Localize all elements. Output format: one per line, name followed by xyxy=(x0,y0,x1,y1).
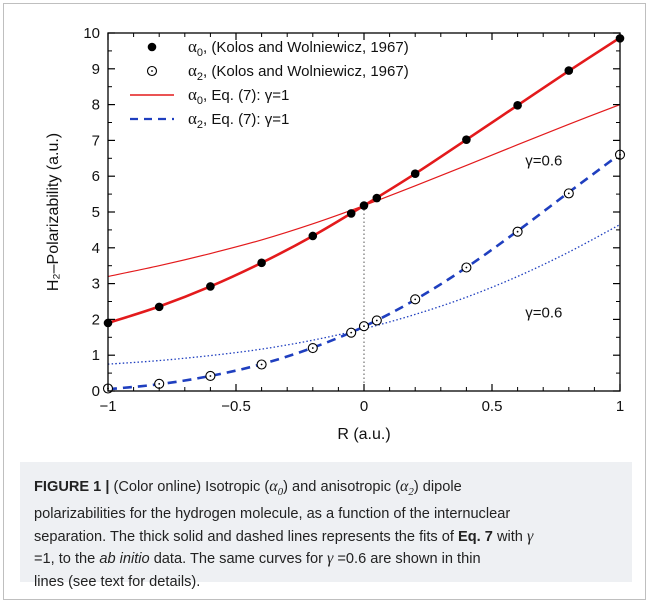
x-tick-label: 1 xyxy=(616,398,624,415)
alpha2-data-point xyxy=(512,226,523,237)
gamma-annotation: γ=0.6 xyxy=(525,152,562,169)
x-tick-label: 0 xyxy=(360,398,368,415)
caption-subscript: 0 xyxy=(277,485,284,498)
alpha0-data-point xyxy=(372,193,382,203)
caption-italic-text: ab initio xyxy=(99,551,150,568)
legend-label: α0, Eq. (7): γ=1 xyxy=(188,85,289,107)
x-tick-label: −0.5 xyxy=(221,398,251,415)
y-tick-label: 10 xyxy=(83,25,100,42)
alpha2-data-point xyxy=(205,370,216,382)
x-tick-label: −1 xyxy=(99,398,116,415)
caption-text-segment: data. The same curves for xyxy=(149,551,328,568)
figure-frame xyxy=(3,3,646,600)
alpha2-data-point xyxy=(256,359,267,370)
alpha0-data-point xyxy=(564,66,574,75)
caption-alpha-symbol: α xyxy=(269,478,278,495)
alpha2-data-point xyxy=(307,342,318,354)
alpha2-data-point xyxy=(410,294,421,305)
caption-text-segment: (Color online) Isotropic ( xyxy=(109,479,270,495)
caption-text-segment: separation. The thick solid and dashed l… xyxy=(34,528,459,545)
y-tick-label: 2 xyxy=(92,311,100,328)
caption-text: FIGURE 1 | (Color online) Isotropic (α0)… xyxy=(34,476,618,593)
alpha2-data-point xyxy=(371,315,382,326)
legend-marker-filled xyxy=(147,42,157,52)
alpha0-data-point xyxy=(513,101,522,110)
legend-label: α0, (Kolos and Wolniewicz, 1967) xyxy=(188,37,409,59)
y-tick-label: 6 xyxy=(92,168,100,185)
caption-text-segment: =1, to the xyxy=(34,551,100,568)
legend-entry: α0, Eq. (7): γ=1 xyxy=(130,85,289,107)
alpha0-data-point xyxy=(359,201,369,210)
x-tick-label: 0.5 xyxy=(482,398,503,415)
figure-caption: FIGURE 1 | (Color online) Isotropic (α0)… xyxy=(20,462,632,590)
alpha0-data-point xyxy=(462,135,471,144)
y-tick-label: 0 xyxy=(92,383,100,400)
caption-alpha-symbol: α xyxy=(399,478,409,495)
caption-figure-label: FIGURE 1 | xyxy=(34,479,110,495)
legend-entry: α2, Eq. (7): γ=1 xyxy=(130,109,289,131)
y-tick-label: 3 xyxy=(92,276,100,293)
alpha0-data-point xyxy=(308,231,318,241)
y-tick-label: 7 xyxy=(92,132,100,149)
alpha0-data-point xyxy=(410,169,420,178)
legend-entry: α0, (Kolos and Wolniewicz, 1967) xyxy=(147,37,409,59)
gamma-annotation: γ=0.6 xyxy=(525,305,562,322)
curve-dotted-thin xyxy=(108,223,620,365)
alpha0-data-point xyxy=(154,302,164,312)
caption-equation-ref: Eq. 7 xyxy=(458,528,493,545)
caption-text-segment: =0.6 are shown in thin xyxy=(333,551,481,568)
caption-text-segment: ) and anisotropic ( xyxy=(283,479,400,495)
legend-label: α2, Eq. (7): γ=1 xyxy=(188,109,289,131)
caption-text-segment: ) dipole xyxy=(413,479,462,495)
y-tick-label: 1 xyxy=(92,347,100,364)
caption-gamma-symbol: γ xyxy=(327,550,334,568)
y-tick-label: 9 xyxy=(92,61,100,78)
caption-subscript: 2 xyxy=(408,485,414,498)
alpha0-data-point xyxy=(257,258,266,268)
y-tick-label: 8 xyxy=(92,97,100,114)
legend-entry: α2, (Kolos and Wolniewicz, 1967) xyxy=(146,61,409,83)
caption-text-segment: lines (see text for details). xyxy=(34,573,201,590)
legend-label: α2, (Kolos and Wolniewicz, 1967) xyxy=(188,61,409,83)
caption-text-segment: polarizabilities for the hydrogen molecu… xyxy=(34,506,511,523)
alpha2-data-point xyxy=(563,188,574,199)
caption-gamma-symbol: γ xyxy=(526,527,534,545)
y-tick-label: 5 xyxy=(92,204,100,221)
x-axis-label: R (a.u.) xyxy=(337,426,390,443)
polarizability-chart: 0 1 2 3 4 5 6 7 8 9 10 −1 −0.5 0 0.5 1 α0, (Kolos and W… xyxy=(45,25,626,443)
alpha2-data-point xyxy=(346,327,357,338)
y-axis-label: H₂–Polarizability (a.u.) xyxy=(45,133,62,291)
alpha2-data-point xyxy=(154,378,165,389)
curve-dashed-thick xyxy=(108,152,620,391)
alpha2-data-point xyxy=(461,262,472,273)
alpha0-data-point xyxy=(346,209,356,218)
alpha0-data-point xyxy=(206,282,215,291)
alpha2-data-point xyxy=(358,321,370,332)
y-tick-label: 4 xyxy=(92,240,100,257)
curve-solid-thick xyxy=(108,36,620,325)
caption-text-segment: with xyxy=(492,528,527,545)
